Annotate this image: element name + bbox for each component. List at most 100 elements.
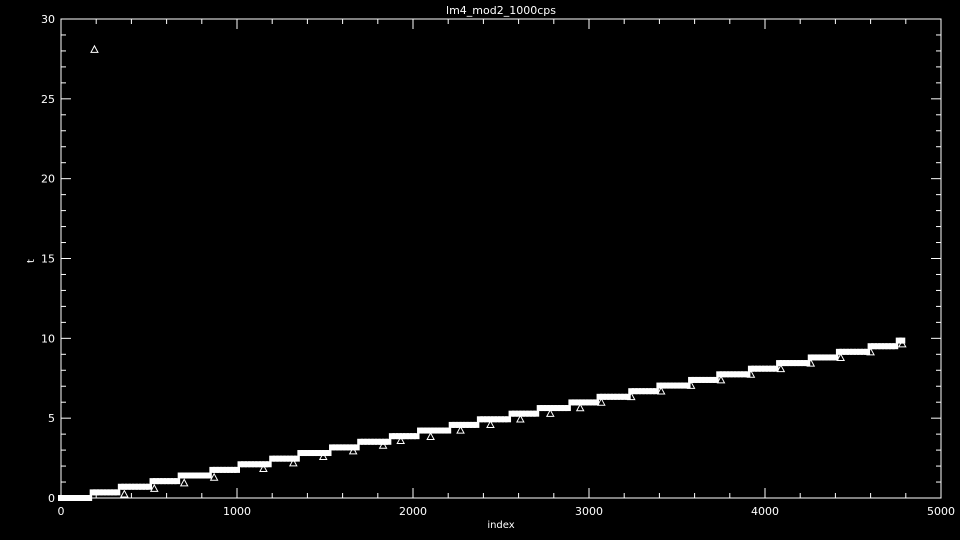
data-point-square xyxy=(79,495,86,501)
data-point-square xyxy=(219,466,226,473)
data-point-square xyxy=(814,354,821,361)
data-point-square xyxy=(314,450,321,457)
data-point-square xyxy=(712,376,719,383)
data-point-square xyxy=(286,455,293,462)
data-point-square xyxy=(529,410,536,417)
data-point-triangle xyxy=(545,408,555,417)
data-point-square xyxy=(515,410,522,417)
data-point-square xyxy=(410,433,416,440)
data-point-square xyxy=(276,455,283,462)
data-point-square xyxy=(698,376,705,383)
data-point-square xyxy=(607,393,614,400)
data-point-triangle xyxy=(575,403,585,412)
data-point-square xyxy=(128,483,135,490)
data-point-triangle xyxy=(396,435,406,445)
y-tick-label: 10 xyxy=(41,332,55,345)
data-point-square xyxy=(160,478,167,485)
data-point-square xyxy=(600,393,607,400)
data-point-square xyxy=(793,360,800,367)
y-tick-label: 0 xyxy=(48,492,55,505)
data-point-square xyxy=(153,478,160,485)
data-point-square xyxy=(811,354,818,361)
data-point-square xyxy=(656,382,663,389)
data-point-square xyxy=(652,388,659,395)
data-point-triangle xyxy=(716,375,726,384)
data-point-square xyxy=(610,393,617,400)
data-point-square xyxy=(505,416,512,423)
data-point-square xyxy=(582,399,589,406)
data-point-triangle xyxy=(776,364,786,373)
data-point-square xyxy=(131,483,138,490)
data-point-square xyxy=(832,354,839,361)
x-tick-label: 4000 xyxy=(751,505,779,518)
data-point-square xyxy=(596,393,603,400)
data-point-square xyxy=(212,466,219,473)
data-point-square xyxy=(874,343,881,350)
data-point-square xyxy=(871,343,878,350)
data-point-square xyxy=(226,466,233,473)
data-point-triangle xyxy=(516,414,525,423)
data-point-square xyxy=(167,478,174,485)
data-point-square xyxy=(688,376,695,383)
data-point-square xyxy=(659,382,666,389)
series-squares xyxy=(58,337,906,501)
data-point-triangle xyxy=(836,352,846,361)
data-point-square xyxy=(839,348,846,355)
data-point-square xyxy=(406,433,413,440)
data-point-square xyxy=(230,466,237,473)
data-point-square xyxy=(733,371,740,378)
data-point-square xyxy=(783,360,790,367)
data-point-triangle xyxy=(866,347,875,356)
data-point-square xyxy=(550,405,557,412)
data-point-square xyxy=(487,416,494,423)
data-point-square xyxy=(251,461,258,468)
data-point-square xyxy=(540,405,547,412)
data-point-square xyxy=(571,399,578,406)
data-point-square xyxy=(804,360,811,367)
data-point-square xyxy=(473,421,480,428)
data-point-square xyxy=(681,382,688,389)
data-point-square xyxy=(723,371,730,378)
data-point-square xyxy=(747,365,754,372)
x-tick-label: 0 xyxy=(58,505,65,518)
data-point-square xyxy=(635,388,642,395)
data-point-triangle xyxy=(426,431,435,441)
data-point-square xyxy=(663,382,670,389)
data-point-square xyxy=(758,365,765,372)
data-point-square xyxy=(297,450,304,457)
data-point-triangle xyxy=(686,380,696,389)
data-point-square xyxy=(649,388,656,395)
data-point-square xyxy=(72,495,79,501)
data-point-square xyxy=(402,433,409,440)
data-point-square xyxy=(445,427,452,434)
x-tick-label: 3000 xyxy=(575,505,603,518)
data-point-square xyxy=(388,433,395,440)
data-point-square xyxy=(853,348,860,355)
data-point-square xyxy=(441,427,448,434)
data-point-triangle xyxy=(120,489,129,498)
data-point-square xyxy=(191,472,198,479)
data-point-square xyxy=(174,478,181,485)
data-point-square xyxy=(86,495,93,501)
x-axis-label: index xyxy=(487,520,514,531)
data-point-square xyxy=(68,495,75,501)
data-point-square xyxy=(124,483,131,490)
data-point-square xyxy=(438,427,445,434)
data-point-square xyxy=(237,461,244,468)
data-point-square xyxy=(258,461,265,468)
data-point-triangle xyxy=(179,478,189,487)
data-point-square xyxy=(371,438,378,445)
data-point-square xyxy=(695,376,702,383)
data-point-square xyxy=(670,382,677,389)
data-point-square xyxy=(888,343,895,350)
data-point-square xyxy=(329,444,336,451)
data-point-square xyxy=(878,343,885,350)
data-point-square xyxy=(244,461,251,468)
data-point-square xyxy=(614,393,621,400)
data-point-square xyxy=(526,410,533,417)
series-triangles xyxy=(90,44,907,498)
data-point-square xyxy=(272,455,279,462)
data-point-square xyxy=(508,410,515,417)
data-point-square xyxy=(346,444,353,451)
data-point-square xyxy=(121,483,128,490)
